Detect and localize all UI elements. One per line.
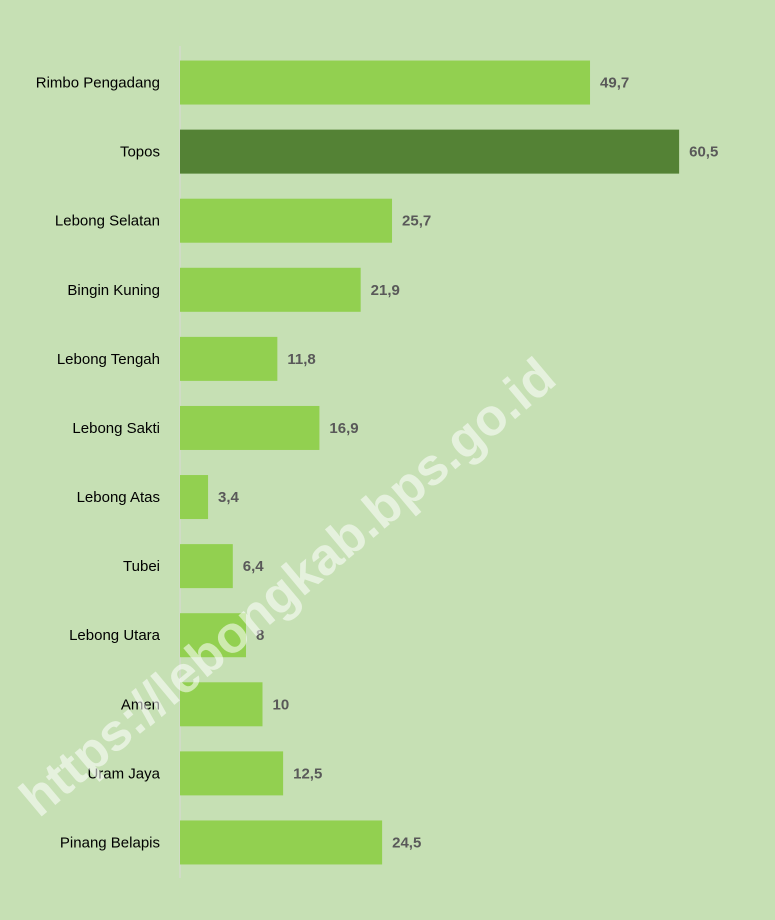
y-tick-label: Lebong Selatan: [55, 213, 160, 230]
value-label: 60,5: [689, 144, 718, 161]
y-tick-label: Lebong Utara: [69, 627, 161, 644]
y-tick-label: Tubei: [123, 558, 160, 575]
y-tick-label: Lebong Tengah: [57, 351, 160, 368]
y-tick-label: Rimbo Pengadang: [36, 75, 160, 92]
bar: [180, 544, 233, 589]
value-label: 21,9: [371, 282, 400, 299]
bar: [180, 60, 591, 105]
bar: [180, 336, 278, 381]
value-label: 8: [256, 627, 264, 644]
y-tick-label: Lebong Atas: [77, 489, 160, 506]
bar: [180, 682, 263, 727]
value-label: 24,5: [392, 834, 421, 851]
value-label: 11,8: [287, 351, 315, 368]
value-label: 25,7: [402, 213, 431, 230]
bar: [180, 129, 680, 174]
bar: [180, 405, 320, 450]
y-tick-label: Lebong Sakti: [72, 420, 160, 437]
value-label: 3,4: [218, 489, 240, 506]
value-label: 10: [273, 696, 290, 713]
bar: [180, 198, 393, 243]
y-tick-label: Bingin Kuning: [67, 282, 160, 299]
bar: [180, 751, 284, 796]
value-label: 6,4: [243, 558, 265, 575]
bar: [180, 475, 209, 520]
y-tick-label: Pinang Belapis: [60, 834, 160, 851]
y-tick-label: Topos: [120, 144, 160, 161]
y-tick-label: Amen: [121, 696, 160, 713]
y-tick-label: Uram Jaya: [87, 765, 160, 782]
value-label: 49,7: [600, 75, 629, 92]
bar: [180, 613, 246, 658]
value-label: 16,9: [329, 420, 358, 437]
value-label: 12,5: [293, 765, 322, 782]
bar: [180, 820, 383, 865]
bar: [180, 267, 361, 312]
